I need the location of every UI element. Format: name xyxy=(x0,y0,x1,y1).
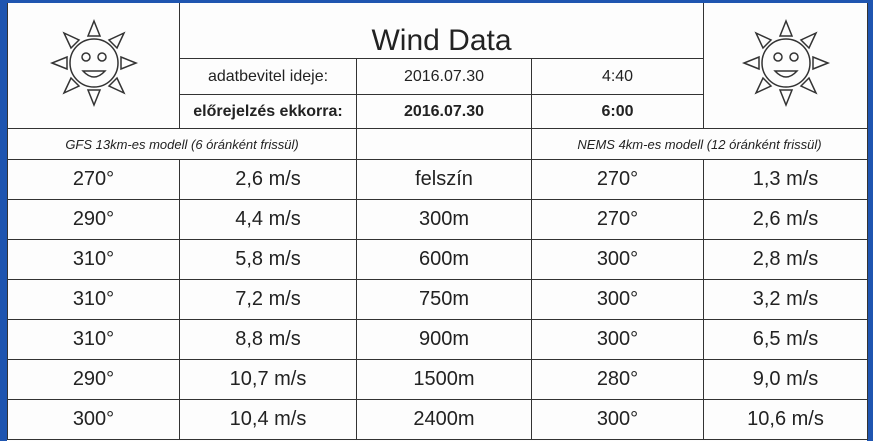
info-date: 2016.07.30 xyxy=(357,95,532,129)
direction: 310° xyxy=(8,280,180,320)
page: Wind Data adatbevitel ideje: 2016.07.30 … xyxy=(0,0,873,441)
info-time: 4:40 xyxy=(532,59,704,95)
model-left: GFS 13km-es modell (6 óránként frissül) xyxy=(8,129,357,160)
speed: 2,6 m/s xyxy=(704,200,868,240)
speed: 8,8 m/s xyxy=(180,320,357,360)
direction: 290° xyxy=(8,360,180,400)
speed: 4,4 m/s xyxy=(180,200,357,240)
sun-logo-cell xyxy=(704,3,868,129)
sun-logo xyxy=(49,18,139,108)
speed: 6,5 m/s xyxy=(704,320,868,360)
sun-logo-cell xyxy=(8,3,180,129)
speed: 10,7 m/s xyxy=(180,360,357,400)
altitude: felszín xyxy=(357,160,532,200)
speed: 9,0 m/s xyxy=(704,360,868,400)
altitude: 300m xyxy=(357,200,532,240)
direction: 310° xyxy=(8,320,180,360)
empty-cell xyxy=(357,129,532,160)
direction: 270° xyxy=(532,160,704,200)
info-time: 6:00 xyxy=(532,95,704,129)
altitude: 750m xyxy=(357,280,532,320)
direction: 280° xyxy=(532,360,704,400)
speed: 1,3 m/s xyxy=(704,160,868,200)
speed: 2,6 m/s xyxy=(180,160,357,200)
direction: 290° xyxy=(8,200,180,240)
direction: 300° xyxy=(8,400,180,440)
title: Wind Data xyxy=(180,3,704,59)
info-label: előrejelzés ekkorra: xyxy=(180,95,357,129)
sun-logo xyxy=(741,18,831,108)
direction: 300° xyxy=(532,400,704,440)
speed: 2,8 m/s xyxy=(704,240,868,280)
wind-table: Wind Data adatbevitel ideje: 2016.07.30 … xyxy=(7,3,868,440)
speed: 7,2 m/s xyxy=(180,280,357,320)
speed: 10,4 m/s xyxy=(180,400,357,440)
altitude: 600m xyxy=(357,240,532,280)
direction: 270° xyxy=(532,200,704,240)
direction: 300° xyxy=(532,280,704,320)
altitude: 1500m xyxy=(357,360,532,400)
direction: 300° xyxy=(532,240,704,280)
direction: 310° xyxy=(8,240,180,280)
sheet: Wind Data adatbevitel ideje: 2016.07.30 … xyxy=(7,3,867,441)
info-label: adatbevitel ideje: xyxy=(180,59,357,95)
model-right: NEMS 4km-es modell (12 óránként frissül) xyxy=(532,129,868,160)
speed: 3,2 m/s xyxy=(704,280,868,320)
direction: 270° xyxy=(8,160,180,200)
speed: 5,8 m/s xyxy=(180,240,357,280)
info-date: 2016.07.30 xyxy=(357,59,532,95)
direction: 300° xyxy=(532,320,704,360)
altitude: 900m xyxy=(357,320,532,360)
speed: 10,6 m/s xyxy=(704,400,868,440)
altitude: 2400m xyxy=(357,400,532,440)
